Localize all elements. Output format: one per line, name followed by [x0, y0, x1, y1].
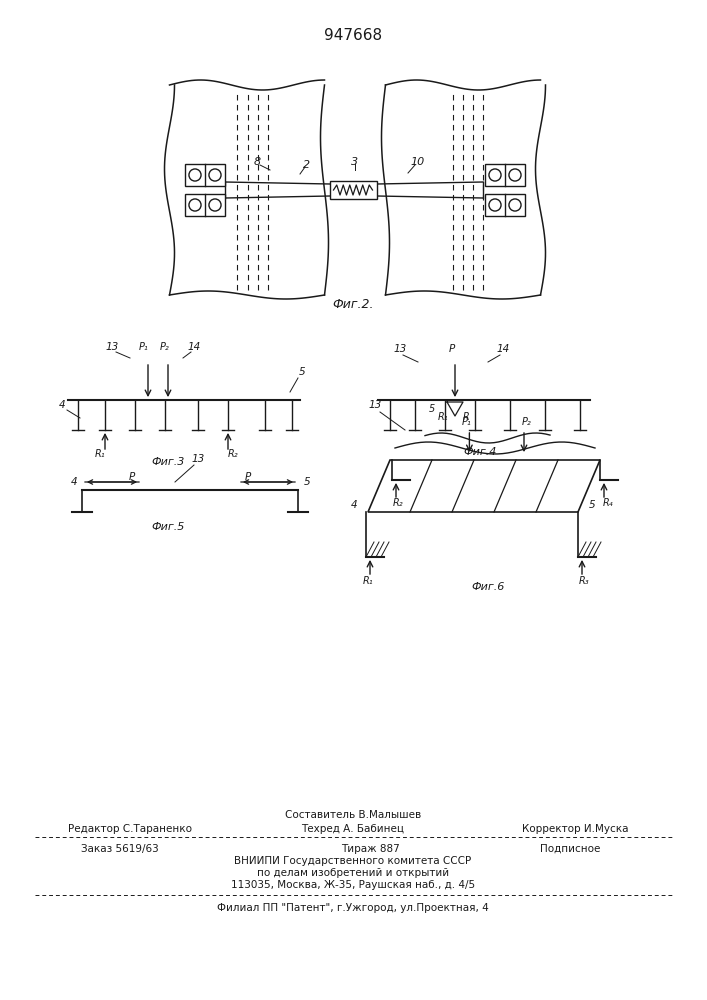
Text: P₁: P₁: [139, 342, 149, 352]
Text: Фиг.2.: Фиг.2.: [332, 298, 374, 312]
Bar: [485, 164, 525, 186]
Text: R₄: R₄: [602, 498, 613, 508]
Text: Заказ 5619/63: Заказ 5619/63: [81, 844, 159, 854]
Text: P: P: [129, 472, 135, 482]
Text: Подписное: Подписное: [540, 844, 600, 854]
Text: 5: 5: [589, 500, 595, 510]
Text: P: P: [245, 472, 251, 482]
Text: ВНИИПИ Государственного комитета СССР: ВНИИПИ Государственного комитета СССР: [235, 856, 472, 866]
Text: Фиг.4: Фиг.4: [463, 447, 497, 457]
Text: Составитель В.Малышев: Составитель В.Малышев: [285, 810, 421, 820]
Text: R₁: R₁: [95, 449, 105, 459]
Text: 5: 5: [429, 404, 435, 414]
Text: Фиг.3: Фиг.3: [151, 457, 185, 467]
Text: P₂: P₂: [160, 342, 170, 352]
Text: Техред А. Бабинец: Техред А. Бабинец: [301, 824, 404, 834]
Text: 14: 14: [496, 344, 510, 354]
Text: 113035, Москва, Ж-35, Раушская наб., д. 4/5: 113035, Москва, Ж-35, Раушская наб., д. …: [231, 880, 475, 890]
Bar: [329, 181, 377, 199]
Text: 4: 4: [351, 500, 357, 510]
Text: 5: 5: [304, 477, 310, 487]
Text: P₂: P₂: [522, 417, 532, 427]
Text: 13: 13: [393, 344, 407, 354]
Text: 4: 4: [59, 400, 65, 410]
Text: P: P: [449, 344, 455, 354]
Text: 8: 8: [253, 157, 261, 167]
Text: по делам изобретений и открытий: по делам изобретений и открытий: [257, 868, 449, 878]
Text: Филиал ПП "Патент", г.Ужгород, ул.Проектная, 4: Филиал ПП "Патент", г.Ужгород, ул.Проект…: [217, 903, 489, 913]
Text: 14: 14: [187, 342, 201, 352]
Text: R₃: R₃: [579, 576, 590, 586]
Text: 947668: 947668: [324, 27, 382, 42]
Text: 2: 2: [303, 160, 310, 170]
Text: Редактор С.Тараненко: Редактор С.Тараненко: [68, 824, 192, 834]
Bar: [185, 164, 225, 186]
Text: 13: 13: [368, 400, 382, 410]
Bar: [485, 194, 525, 216]
Text: 13: 13: [105, 342, 119, 352]
Text: 10: 10: [411, 157, 425, 167]
Text: Тираж 887: Тираж 887: [341, 844, 399, 854]
Text: 13: 13: [192, 454, 204, 464]
Text: 4: 4: [71, 477, 77, 487]
Text: R: R: [462, 412, 469, 422]
Bar: [185, 194, 225, 216]
Text: Фиг.6: Фиг.6: [472, 582, 505, 592]
Text: 5: 5: [298, 367, 305, 377]
Text: R₂: R₂: [228, 449, 238, 459]
Text: 3: 3: [351, 157, 358, 167]
Text: Корректор И.Муска: Корректор И.Муска: [522, 824, 629, 834]
Text: Фиг.5: Фиг.5: [151, 522, 185, 532]
Text: R₁: R₁: [438, 412, 448, 422]
Text: P₁: P₁: [462, 417, 472, 427]
Text: R₂: R₂: [392, 498, 403, 508]
Text: R₁: R₁: [363, 576, 373, 586]
